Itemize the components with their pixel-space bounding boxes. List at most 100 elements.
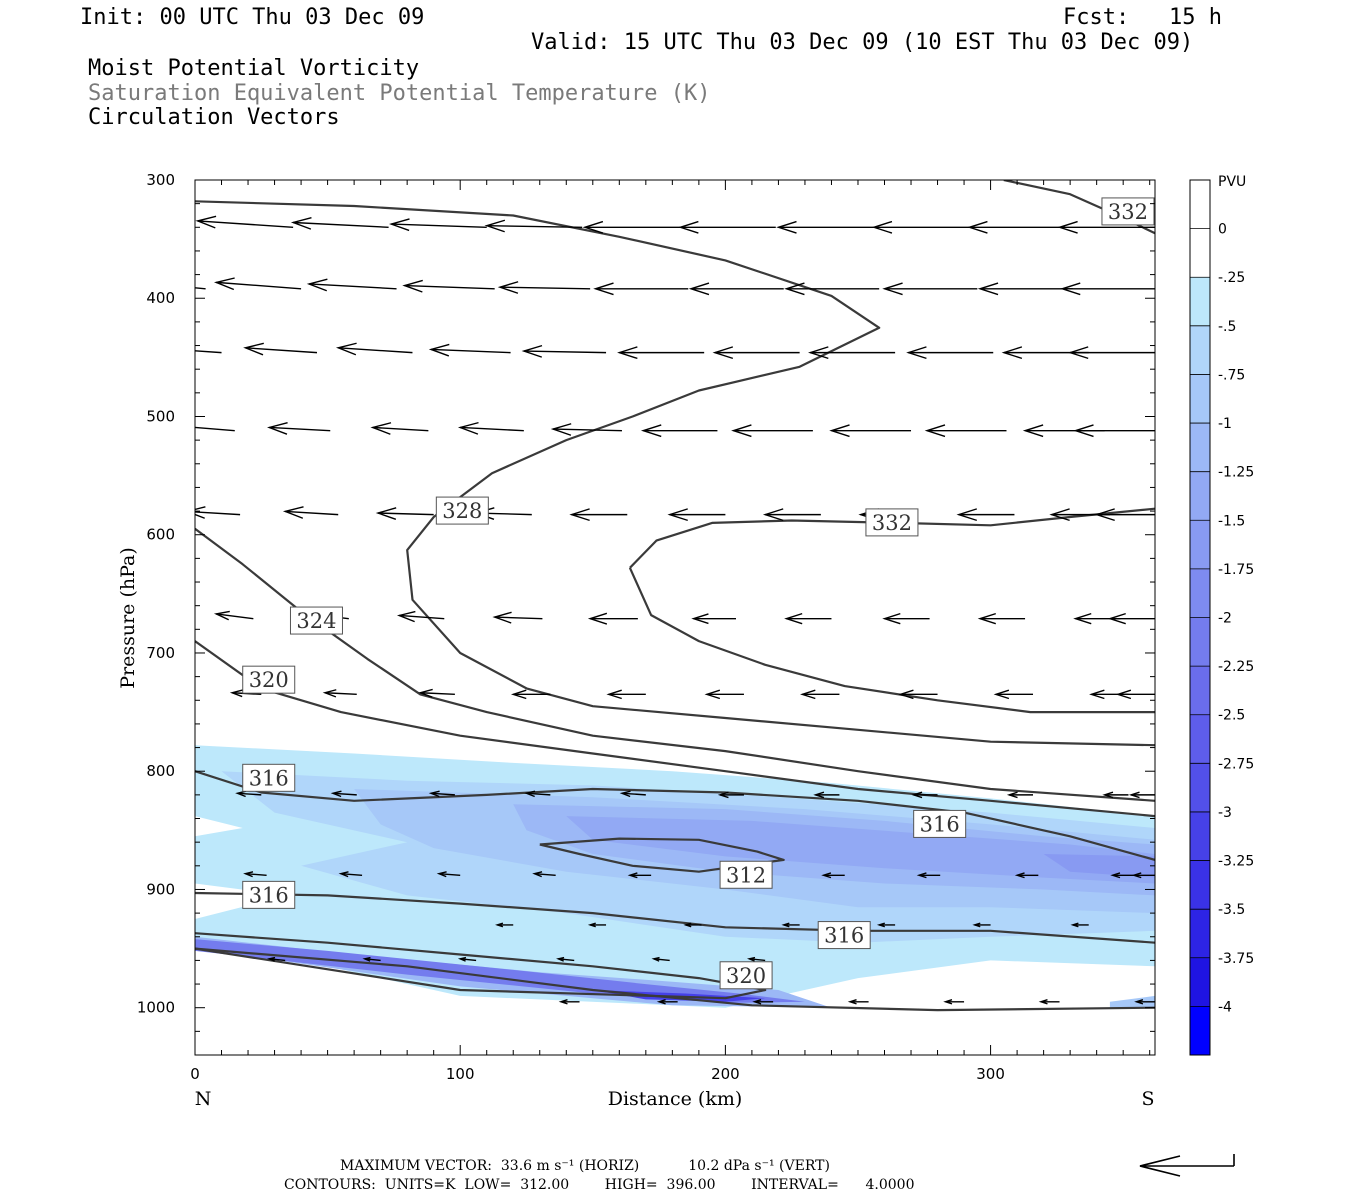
vector-head xyxy=(1057,220,1078,234)
circulation-vector xyxy=(691,613,736,625)
y-axis-label: Pressure (hPa) xyxy=(117,547,139,689)
circulation-vector xyxy=(882,612,930,625)
vector-head xyxy=(956,508,978,522)
vector-head xyxy=(195,422,196,423)
vector-shaft xyxy=(293,221,389,228)
vector-head xyxy=(784,612,803,625)
vector-head xyxy=(781,922,790,928)
init-time: Init: 00 UTC Thu 03 Dec 09 xyxy=(80,5,425,30)
colorbar-swatch xyxy=(1190,957,1210,1007)
vector-head xyxy=(267,421,288,435)
vector-head xyxy=(556,956,565,962)
vector-head xyxy=(829,424,850,438)
vector-head xyxy=(906,346,927,360)
vector-head xyxy=(389,218,410,232)
vector-shaft xyxy=(332,792,357,796)
vector-head xyxy=(1049,508,1070,522)
circulation-vector xyxy=(1073,424,1155,438)
colorbar-swatch xyxy=(1190,666,1210,716)
vector-shaft xyxy=(285,510,339,516)
circulation-vector xyxy=(1038,999,1060,1005)
colorbar-swatch xyxy=(1190,423,1210,473)
circulation-vector xyxy=(606,689,646,700)
colorbar-swatch xyxy=(1190,909,1210,959)
vector-head xyxy=(266,956,276,962)
contour-label: 312 xyxy=(719,860,773,889)
circulation-vector xyxy=(322,689,357,698)
vector-head xyxy=(370,422,392,435)
circulation-vector xyxy=(243,871,267,878)
circulation-vector xyxy=(898,689,938,700)
contour-label-box xyxy=(719,860,773,889)
circulation-vector xyxy=(882,282,978,296)
colorbar-label: -3.75 xyxy=(1218,951,1254,967)
vector-head xyxy=(898,689,914,700)
contour-label-text: 316 xyxy=(824,924,864,948)
footer-contour-info: CONTOURS: UNITS=K LOW= 312.00 HIGH= 396.… xyxy=(284,1177,915,1193)
circulation-vector xyxy=(243,342,318,356)
contour-line-328-1 xyxy=(195,527,1155,802)
vector-head xyxy=(1059,282,1081,296)
circulation-vector xyxy=(813,791,840,799)
colorbar-label: -2.25 xyxy=(1218,659,1254,675)
circulation-vector xyxy=(1110,872,1134,879)
colorbar-swatch xyxy=(1190,1006,1210,1056)
colorbar-label: -.75 xyxy=(1218,367,1245,383)
vector-head xyxy=(290,216,312,230)
vector-head xyxy=(587,612,608,625)
vector-head xyxy=(521,344,543,358)
contour-label-text: 320 xyxy=(249,668,289,692)
vector-head xyxy=(1089,689,1105,700)
y-tick-label: 800 xyxy=(146,762,175,780)
vector-head xyxy=(993,689,1010,700)
circulation-vector xyxy=(943,999,965,1005)
vector-shaft xyxy=(391,223,487,228)
contour-label: 332 xyxy=(1101,197,1155,226)
footer-max-vector: MAXIMUM VECTOR: 33.6 m s⁻¹ (HORIZ) 10.2 … xyxy=(340,1158,830,1174)
colorbar-label: -1.75 xyxy=(1218,562,1254,578)
vector-head xyxy=(495,922,504,928)
vector-shaft xyxy=(404,284,495,290)
vector-head xyxy=(1110,872,1121,879)
pv-fill-region-4 xyxy=(566,816,1155,884)
vector-shaft xyxy=(399,614,445,620)
contour-line-332-0 xyxy=(195,200,1155,747)
circulation-vector xyxy=(829,424,912,438)
circulation-vector xyxy=(808,346,896,360)
vector-head xyxy=(532,871,543,878)
circulation-vector xyxy=(956,508,1015,522)
contour-label: 316 xyxy=(913,809,967,838)
circulation-vector xyxy=(651,956,670,962)
circulation-vector xyxy=(977,282,1073,296)
vector-head xyxy=(195,215,217,229)
vector-head xyxy=(683,922,692,928)
vector-head xyxy=(746,956,756,962)
x-end-label-left: N xyxy=(195,1088,212,1110)
reference-vector-icon xyxy=(1139,1154,1235,1177)
x-tick-label: 300 xyxy=(976,1065,1005,1083)
contour-line-332-4 xyxy=(629,507,1155,569)
colorbar-unit: PVU xyxy=(1218,174,1246,190)
vector-head xyxy=(153,343,171,354)
vector-head xyxy=(569,508,590,522)
colorbar-label: -1.5 xyxy=(1218,513,1245,529)
vector-shaft xyxy=(523,350,607,354)
vector-head xyxy=(229,689,243,698)
circulation-vector xyxy=(396,610,445,623)
circulation-vector xyxy=(266,956,286,962)
circulation-vector xyxy=(1059,282,1155,296)
circulation-vector xyxy=(195,287,206,290)
vector-head xyxy=(688,282,710,296)
circulation-vector xyxy=(457,956,477,962)
contour-label-text: 316 xyxy=(920,812,960,836)
circulation-vector xyxy=(306,278,397,292)
circulation-vector xyxy=(428,343,511,357)
circulation-vector xyxy=(1067,346,1155,360)
contour-label: 320 xyxy=(719,961,773,990)
colorbar-swatch xyxy=(1190,763,1210,813)
vector-head xyxy=(558,999,568,1005)
vector-head xyxy=(977,612,996,625)
vector-layer xyxy=(153,215,1155,1005)
circulation-vector xyxy=(1134,999,1155,1005)
vector-head xyxy=(847,999,857,1005)
